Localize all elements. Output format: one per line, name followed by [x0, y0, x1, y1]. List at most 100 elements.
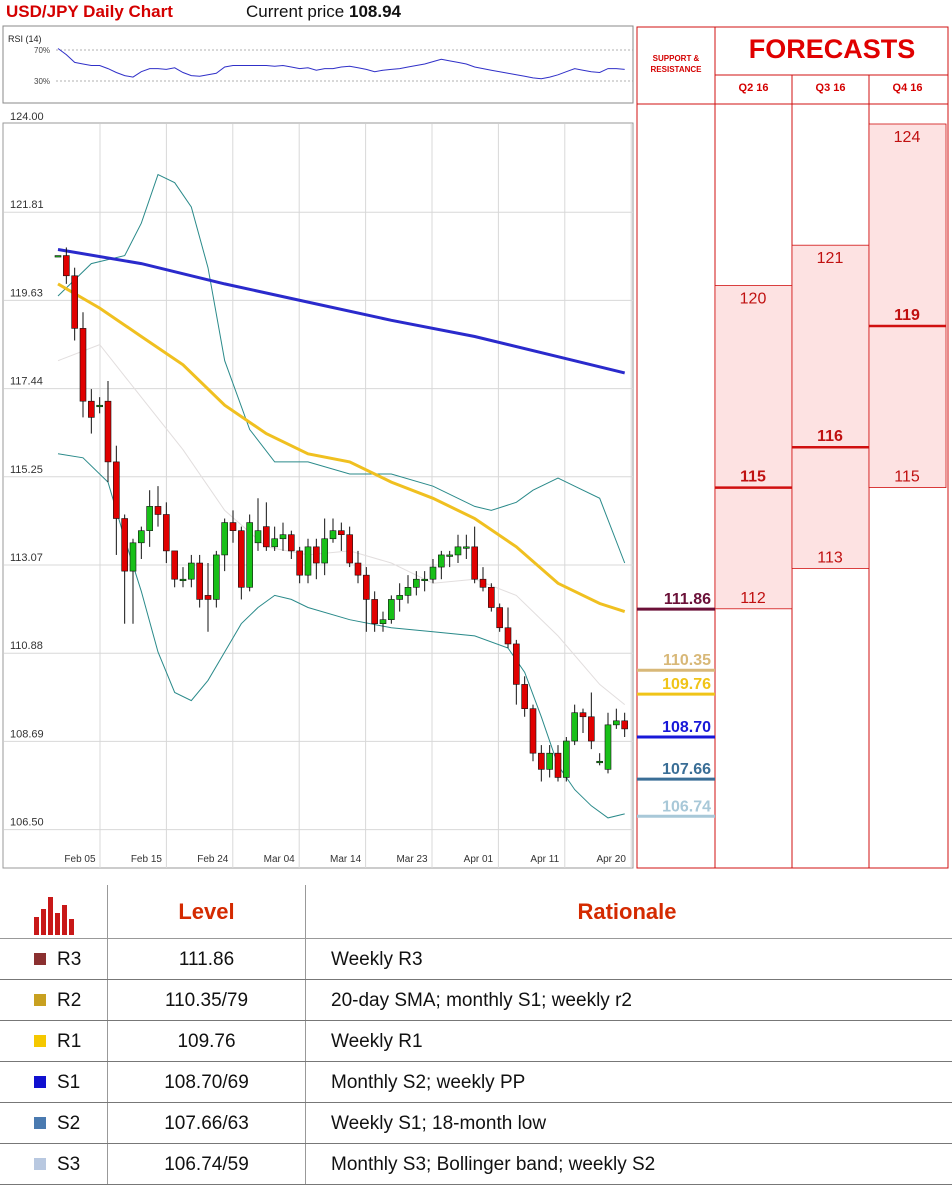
rsi-line — [57, 48, 625, 80]
level-code: S2 — [57, 1113, 81, 1134]
color-swatch — [34, 953, 46, 965]
level-code: R3 — [57, 949, 82, 970]
candle-body — [463, 546, 470, 549]
candle-body — [388, 599, 395, 620]
y-tick-label: 115.25 — [10, 464, 43, 476]
forecast-low-label: 113 — [817, 549, 843, 566]
candle-body — [213, 554, 220, 600]
current-price-value: 108.94 — [349, 2, 401, 21]
x-tick-label: Mar 23 — [396, 854, 428, 865]
candle-body — [121, 518, 128, 572]
bollinger-upper — [57, 173, 626, 564]
table-row-s1: S1 108.70/69 Monthly S2; weekly PP — [0, 1062, 952, 1103]
candle-body — [413, 578, 420, 588]
level-label: 110.35 — [663, 652, 711, 669]
forecast-mid-label: 119 — [894, 307, 920, 324]
candle-body — [454, 546, 462, 556]
level-rationale: Weekly S1; 18-month low — [331, 1113, 547, 1134]
y-tick-label: 106.50 — [10, 817, 44, 829]
candle-body — [238, 530, 245, 588]
y-tick-label: 119.63 — [10, 287, 43, 299]
current-price-label: Current price — [246, 2, 345, 21]
candle-body — [604, 724, 612, 770]
moving-average-line — [57, 282, 626, 614]
candle-body — [363, 574, 370, 600]
candle-body — [263, 526, 270, 548]
candle-body — [446, 554, 453, 557]
candle-body — [96, 404, 103, 408]
x-tick-label: Apr 01 — [464, 854, 494, 865]
y-tick-label: 108.69 — [10, 728, 44, 740]
level-value: 109.76 — [177, 1031, 236, 1052]
candle-body — [196, 562, 203, 600]
level-rationale: Weekly R3 — [331, 949, 423, 970]
rationale-column-header: Rationale — [577, 899, 677, 924]
candle-body — [63, 255, 70, 277]
level-label: 109.76 — [662, 676, 711, 693]
level-label: 108.70 — [662, 719, 711, 736]
level-value: 111.86 — [178, 949, 235, 970]
candle-body — [304, 546, 312, 576]
candle-body — [554, 752, 562, 778]
chart-title: USD/JPY Daily Chart — [6, 2, 173, 21]
forecast-range-box — [714, 285, 793, 610]
forecast-mid-label: 116 — [817, 428, 843, 445]
level-code: R2 — [57, 990, 82, 1011]
candle-body — [521, 684, 528, 709]
candle-body — [396, 595, 403, 600]
candle-body — [279, 534, 287, 540]
y-tick-label: 121.81 — [10, 199, 44, 211]
candle-body — [488, 587, 495, 608]
table-row-r2: R2 110.35/79 20-day SMA; monthly S1; wee… — [0, 980, 952, 1021]
candle-body — [438, 554, 445, 568]
candle-body — [271, 538, 278, 548]
sr-panel-frame — [636, 26, 716, 869]
level-label: 111.86 — [664, 591, 711, 608]
bollinger-lower — [57, 453, 625, 819]
forecast-high-label: 121 — [817, 250, 844, 267]
color-swatch — [34, 1117, 46, 1129]
candle-body — [146, 506, 153, 531]
candle-body — [179, 578, 187, 582]
candle-body — [129, 542, 137, 572]
candle-body — [296, 550, 303, 576]
x-tick-label: Mar 04 — [264, 854, 296, 865]
table-col-divider-1 — [107, 885, 108, 1185]
candle-body — [529, 708, 537, 754]
candle-body — [621, 720, 628, 730]
current-price: Current price 108.94 — [246, 2, 401, 22]
candle-body — [171, 550, 178, 580]
color-swatch — [34, 1158, 46, 1170]
moving-average-line — [57, 248, 626, 375]
color-swatch — [34, 994, 46, 1006]
x-tick-label: Feb 24 — [197, 854, 229, 865]
y-tick-label: 124.00 — [10, 111, 44, 123]
level-rationale: Weekly R1 — [331, 1031, 423, 1052]
x-tick-label: Mar 14 — [330, 854, 362, 865]
level-code: S3 — [57, 1154, 81, 1175]
forecasts-title: FORECASTS — [748, 34, 916, 64]
support-resistance-title: SUPPORT & RESISTANCE — [650, 54, 702, 74]
candle-body — [71, 275, 78, 329]
candle-body — [579, 712, 587, 718]
candle-body — [346, 534, 353, 564]
level-code: S1 — [57, 1072, 81, 1093]
candle-body — [338, 530, 345, 536]
candle-body — [588, 716, 595, 742]
level-value: 106.74/59 — [164, 1154, 249, 1175]
candle-body — [371, 599, 378, 625]
x-tick-label: Apr 20 — [596, 854, 626, 865]
level-value: 108.70/69 — [164, 1072, 249, 1093]
table-header: Level Rationale — [0, 885, 952, 939]
table-row-r3: R3 111.86 Weekly R3 — [0, 939, 952, 980]
candle-body — [354, 562, 362, 576]
color-swatch — [34, 1035, 46, 1047]
quarter-label-q4: Q4 16 — [892, 82, 923, 94]
candle-body — [188, 562, 195, 580]
table-row-r1: R1 109.76 Weekly R1 — [0, 1021, 952, 1062]
candle-body — [404, 587, 412, 596]
chart-area: RSI (14) 70% 30% 124.00 121.81 119.63 117.4… — [2, 25, 949, 869]
level-rationale: Monthly S3; Bollinger band; weekly S2 — [331, 1154, 656, 1175]
candle-body — [246, 522, 253, 588]
level-value: 110.35/79 — [164, 990, 249, 1011]
